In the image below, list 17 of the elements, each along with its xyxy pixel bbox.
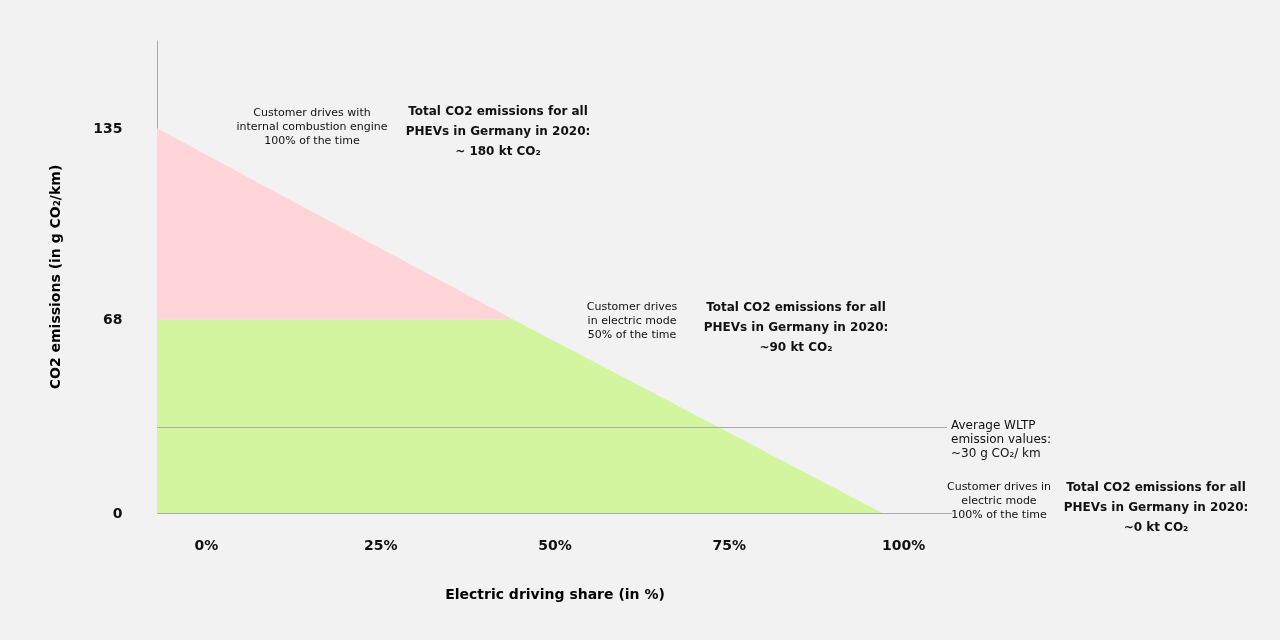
x-tick-label: 25%: [363, 536, 398, 553]
annotation: Customer drives in electric mode 50% of the time: [586, 300, 678, 341]
text: Total CO2 emissions for all PHEVs in Germany in 2020: ~0 kt CO₂: [1063, 480, 1249, 534]
annotation: Customer drives with internal combustion engine 100% of the time: [236, 106, 388, 147]
y-tick-label: 0: [112, 504, 123, 521]
y-axis-title: CO2 emissions (in g CO₂/km): [47, 164, 64, 390]
annotation: Total CO2 emissions for all PHEVs in Germany in 2020: ~ 180 kt CO₂: [405, 104, 591, 158]
ref-line-label: Average WLTP emission values: ~30 g CO₂/ km: [951, 417, 1052, 460]
y-tick-label: 135: [93, 119, 123, 136]
annotation: Total CO2 emissions for all PHEVs in Germany in 2020: ~90 kt CO₂: [703, 300, 889, 354]
x-tick-label: 50%: [538, 536, 572, 553]
x-tick-label: 0%: [194, 536, 219, 553]
y-tick-label: 68: [103, 310, 123, 327]
annotation: Customer drives in electric mode 100% of the time: [946, 480, 1052, 521]
x-tick-label: 100%: [882, 536, 926, 553]
x-tick-label: 75%: [712, 536, 747, 553]
x-axis-title: Electric driving share (in %): [445, 585, 665, 602]
